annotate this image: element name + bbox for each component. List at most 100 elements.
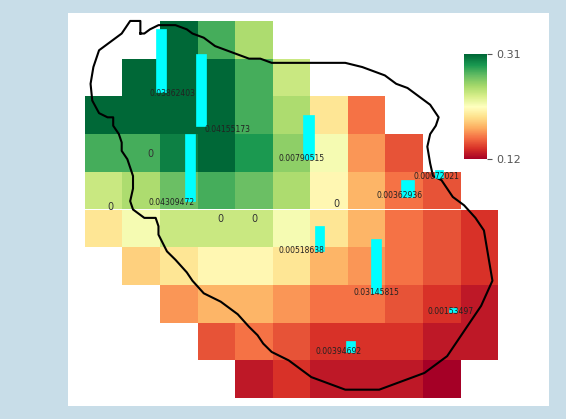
Text: 0.00518638: 0.00518638 bbox=[278, 246, 324, 256]
Bar bbox=[348, 210, 385, 247]
Bar bbox=[385, 247, 423, 285]
Bar bbox=[85, 172, 122, 210]
Bar bbox=[156, 29, 166, 92]
FancyBboxPatch shape bbox=[68, 13, 549, 406]
Bar bbox=[160, 96, 198, 134]
Bar bbox=[235, 134, 273, 172]
Bar bbox=[273, 59, 310, 96]
Bar bbox=[122, 134, 160, 172]
Text: 0.00790515: 0.00790515 bbox=[278, 154, 324, 163]
Bar bbox=[85, 210, 122, 247]
Bar bbox=[461, 247, 498, 285]
Bar bbox=[235, 285, 273, 323]
Bar bbox=[310, 96, 348, 134]
Bar bbox=[348, 134, 385, 172]
Bar bbox=[235, 59, 273, 96]
Text: 0: 0 bbox=[218, 214, 224, 224]
Bar bbox=[160, 59, 198, 96]
Bar bbox=[160, 210, 198, 247]
Text: 0.04155173: 0.04155173 bbox=[205, 125, 251, 134]
Bar bbox=[160, 21, 198, 59]
Bar bbox=[348, 285, 385, 323]
Bar bbox=[461, 210, 498, 247]
Bar bbox=[198, 323, 235, 360]
Bar bbox=[310, 210, 348, 247]
Bar bbox=[273, 172, 310, 210]
Text: 0: 0 bbox=[334, 199, 340, 210]
Bar bbox=[160, 134, 198, 172]
Bar bbox=[449, 308, 457, 312]
Bar bbox=[273, 96, 310, 134]
Bar bbox=[346, 341, 355, 352]
Bar bbox=[315, 226, 324, 251]
Text: 0.00153497: 0.00153497 bbox=[427, 307, 473, 316]
Bar bbox=[198, 59, 235, 96]
Bar bbox=[196, 54, 206, 126]
Bar bbox=[423, 323, 461, 360]
Bar bbox=[273, 134, 310, 172]
Bar bbox=[310, 360, 348, 398]
Bar bbox=[348, 172, 385, 210]
Text: 0.03862403: 0.03862403 bbox=[150, 89, 196, 98]
Bar bbox=[385, 172, 423, 210]
Bar bbox=[273, 360, 310, 398]
Bar bbox=[423, 210, 461, 247]
Bar bbox=[303, 115, 314, 159]
Bar bbox=[348, 360, 385, 398]
Bar bbox=[85, 134, 122, 172]
Text: 0.00072021: 0.00072021 bbox=[413, 172, 459, 181]
Bar bbox=[198, 210, 235, 247]
Bar bbox=[310, 134, 348, 172]
Bar bbox=[185, 134, 195, 201]
Bar bbox=[461, 285, 498, 323]
Bar bbox=[235, 210, 273, 247]
Text: 0: 0 bbox=[147, 149, 153, 159]
Bar bbox=[273, 247, 310, 285]
Bar bbox=[198, 247, 235, 285]
Bar bbox=[401, 180, 414, 197]
Bar bbox=[348, 247, 385, 285]
Bar bbox=[273, 210, 310, 247]
Bar bbox=[198, 134, 235, 172]
Bar bbox=[435, 170, 443, 178]
Bar bbox=[273, 285, 310, 323]
Bar bbox=[198, 285, 235, 323]
Bar bbox=[310, 285, 348, 323]
Bar bbox=[122, 247, 160, 285]
Bar bbox=[122, 210, 160, 247]
Bar bbox=[122, 96, 160, 134]
Bar bbox=[160, 285, 198, 323]
Bar bbox=[85, 96, 122, 134]
Bar bbox=[122, 172, 160, 210]
Bar bbox=[198, 21, 235, 59]
Bar bbox=[385, 210, 423, 247]
Bar bbox=[310, 247, 348, 285]
Bar bbox=[235, 247, 273, 285]
Text: 0.04309472: 0.04309472 bbox=[148, 198, 194, 207]
Bar bbox=[423, 172, 461, 210]
Bar bbox=[423, 360, 461, 398]
Bar bbox=[235, 172, 273, 210]
Text: 0: 0 bbox=[252, 214, 258, 224]
Bar bbox=[235, 323, 273, 360]
Bar bbox=[461, 323, 498, 360]
Bar bbox=[385, 360, 423, 398]
Bar bbox=[122, 59, 160, 96]
Bar bbox=[385, 134, 423, 172]
Bar bbox=[160, 247, 198, 285]
Bar bbox=[198, 172, 235, 210]
Text: 0.00394692: 0.00394692 bbox=[315, 347, 361, 356]
Bar bbox=[348, 323, 385, 360]
Bar bbox=[160, 172, 198, 210]
Bar bbox=[385, 323, 423, 360]
Bar bbox=[235, 96, 273, 134]
Bar bbox=[235, 21, 273, 59]
Text: 0.03145815: 0.03145815 bbox=[354, 288, 400, 297]
Bar bbox=[385, 285, 423, 323]
Bar bbox=[273, 323, 310, 360]
Bar bbox=[310, 323, 348, 360]
Bar bbox=[348, 96, 385, 134]
Bar bbox=[371, 239, 381, 293]
Bar bbox=[423, 285, 461, 323]
Bar bbox=[423, 247, 461, 285]
